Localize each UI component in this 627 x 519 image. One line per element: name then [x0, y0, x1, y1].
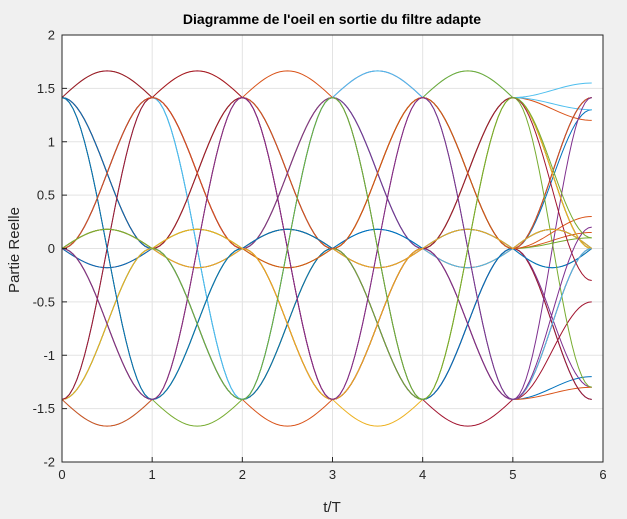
- x-axis-label: t/T: [323, 499, 341, 516]
- x-tick-label: 1: [149, 467, 156, 482]
- x-tick-label: 3: [329, 467, 336, 482]
- y-tick-label: 0: [48, 241, 55, 256]
- eye-trace: [61, 97, 592, 400]
- x-tick-label: 5: [509, 467, 516, 482]
- y-tick-label: -1.5: [33, 401, 55, 416]
- eye-trace: [61, 97, 592, 400]
- y-tick-label: 2: [48, 28, 55, 43]
- x-tick-label: 6: [599, 467, 606, 482]
- x-tick-label: 0: [58, 467, 65, 482]
- ticks: 0 1 2 3 4 5 6 -2 -1.5 -1 -0.5 0 0.5 1 1.5 2: [33, 28, 607, 483]
- y-tick-label: -1: [43, 348, 55, 363]
- y-tick-label: -0.5: [33, 294, 55, 309]
- y-tick-label: 1.5: [37, 81, 55, 96]
- y-axis-label: Partie Reelle: [6, 207, 23, 293]
- x-tick-label: 4: [419, 467, 426, 482]
- y-tick-label: -2: [43, 455, 55, 470]
- chart-title: Diagramme de l'oeil en sortie du filtre …: [183, 11, 481, 27]
- y-tick-label: 0.5: [37, 188, 55, 203]
- y-tick-label: 1: [48, 134, 55, 149]
- x-tick-label: 2: [239, 467, 246, 482]
- eye-traces: [61, 70, 593, 427]
